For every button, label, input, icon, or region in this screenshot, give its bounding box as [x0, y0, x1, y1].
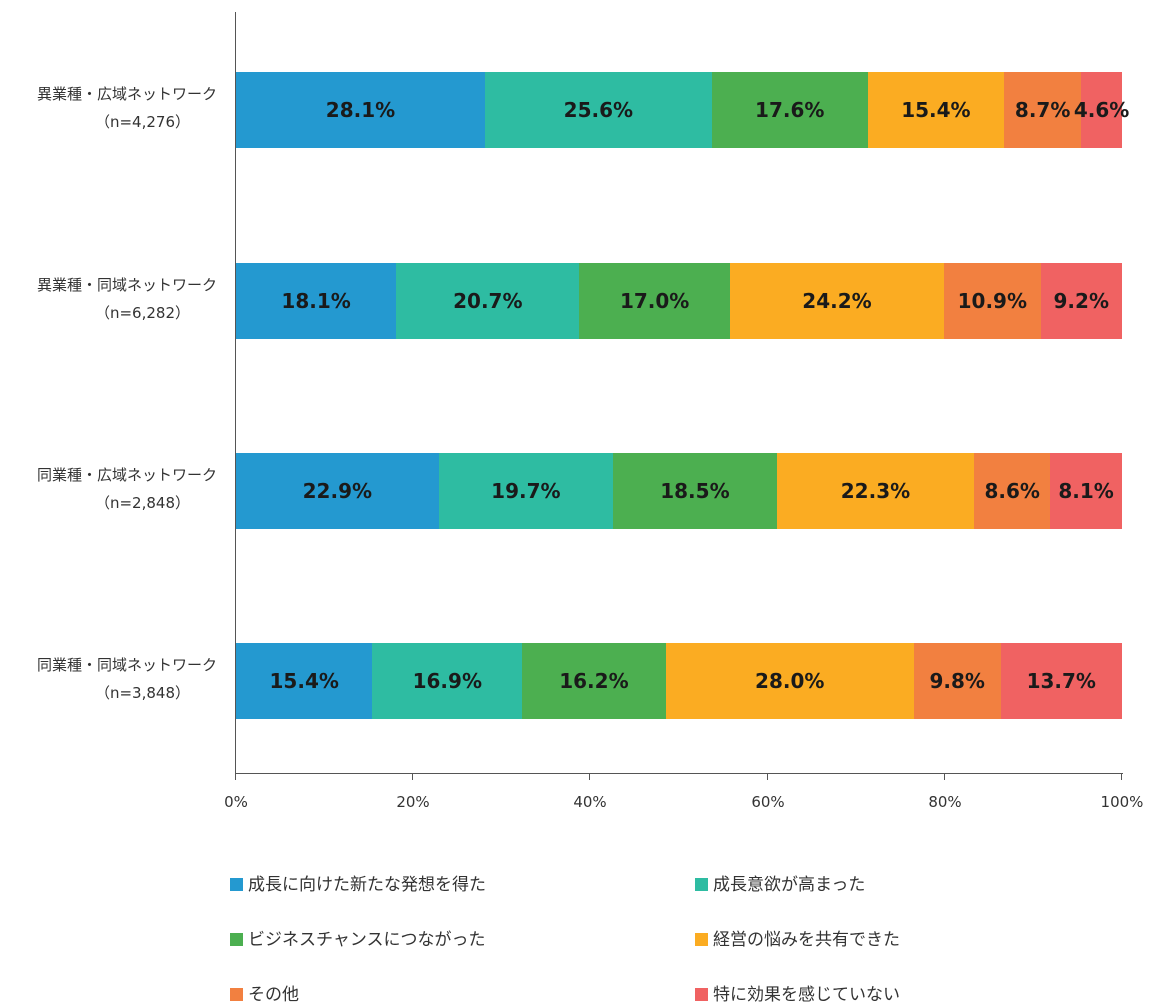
segment-value-label: 25.6%	[563, 98, 634, 122]
x-tick-label: 80%	[928, 793, 962, 811]
bar-segment: 8.7%	[1004, 72, 1082, 148]
segment-value-label: 28.0%	[755, 669, 825, 693]
bar-segment: 8.6%	[974, 453, 1051, 529]
segment-value-label: 24.2%	[802, 289, 872, 313]
bar-segment: 24.2%	[729, 263, 945, 339]
x-tick-label: 0%	[224, 793, 248, 811]
bar-segment: 22.9%	[236, 453, 439, 529]
stacked-bar: 18.1% 20.7% 17.0% 24.2% 10.9% 9.2%	[236, 263, 1122, 339]
category-sample-size: （n=2,848）	[94, 494, 191, 512]
legend-label: 成長に向けた新たな発想を得た	[248, 875, 486, 895]
category-sample-size: （n=6,282）	[94, 304, 191, 322]
x-tick-label: 100%	[1100, 793, 1144, 811]
category-label: 同業種・同域ネットワーク （n=3,848）	[0, 651, 225, 707]
segment-value-label: 8.7%	[1014, 98, 1071, 122]
legend-item: 特に効果を感じていない	[695, 980, 900, 1005]
segment-value-label: 10.9%	[957, 289, 1027, 313]
x-tick	[944, 773, 945, 780]
segment-value-label: 17.6%	[755, 98, 825, 122]
legend-item: 成長に向けた新たな発想を得た	[230, 870, 486, 895]
segment-value-label: 19.7%	[491, 479, 561, 503]
bar-segment: 9.8%	[913, 643, 1001, 719]
segment-value-label: 15.4%	[901, 98, 971, 122]
x-tick	[1121, 773, 1122, 780]
legend-item: 経営の悩みを共有できた	[695, 925, 900, 950]
bar-segment: 20.7%	[396, 263, 580, 339]
category-name: 異業種・同域ネットワーク	[36, 276, 217, 294]
bar-segment: 17.6%	[711, 72, 868, 148]
segment-value-label: 8.1%	[1058, 479, 1114, 503]
segment-value-label: 18.5%	[660, 479, 730, 503]
segment-value-label: 16.2%	[559, 669, 629, 693]
legend-swatch-icon	[695, 877, 708, 891]
segment-value-label: 8.6%	[984, 479, 1040, 503]
category-name: 異業種・広域ネットワーク	[36, 85, 217, 103]
bar-segment: 9.2%	[1040, 263, 1122, 339]
legend-swatch-icon	[230, 932, 243, 946]
category-label: 異業種・広域ネットワーク （n=4,276）	[0, 80, 225, 136]
bar-segment: 16.2%	[522, 643, 666, 719]
stacked-bar: 28.1% 25.6% 17.6% 15.4% 8.7% 4.6%	[236, 72, 1129, 148]
legend-label: 成長意欲が高まった	[713, 875, 866, 895]
category-sample-size: （n=4,276）	[94, 113, 191, 131]
segment-value-label: 22.9%	[302, 479, 373, 503]
legend-label: 経営の悩みを共有できた	[713, 930, 900, 950]
legend-swatch-icon	[230, 987, 243, 1001]
x-tick-label: 60%	[751, 793, 785, 811]
legend-label: ビジネスチャンスにつながった	[248, 930, 486, 950]
x-tick	[589, 773, 590, 780]
bar-segment: 28.0%	[665, 643, 914, 719]
category-label: 同業種・広域ネットワーク （n=2,848）	[0, 461, 225, 517]
stacked-bar: 15.4% 16.9% 16.2% 28.0% 9.8% 13.7%	[236, 643, 1122, 719]
category-label: 異業種・同域ネットワーク （n=6,282）	[0, 271, 225, 327]
x-axis-line	[235, 773, 1123, 774]
segment-value-label: 28.1%	[325, 98, 396, 122]
legend-label: 特に効果を感じていない	[713, 985, 900, 1005]
bar-segment: 17.0%	[579, 263, 730, 339]
segment-value-label: 9.2%	[1053, 289, 1109, 313]
legend-swatch-icon	[230, 877, 243, 891]
legend-item: 成長意欲が高まった	[695, 870, 865, 895]
x-tick-label: 20%	[396, 793, 430, 811]
segment-value-label: 22.3%	[840, 479, 911, 503]
segment-value-label: 16.9%	[412, 669, 482, 693]
bar-segment: 19.7%	[438, 453, 614, 529]
x-tick	[767, 773, 768, 780]
bar-segment: 22.3%	[776, 453, 975, 529]
x-tick	[412, 773, 413, 780]
segment-value-label: 13.7%	[1026, 669, 1096, 693]
bar-segment: 16.9%	[372, 643, 523, 719]
bar-segment: 15.4%	[867, 72, 1005, 148]
segment-value-label: 20.7%	[453, 289, 523, 313]
bar-segment: 18.5%	[613, 453, 777, 529]
legend-item: その他	[230, 980, 299, 1005]
stacked-bar: 22.9% 19.7% 18.5% 22.3% 8.6% 8.1%	[236, 453, 1122, 529]
category-sample-size: （n=3,848）	[94, 684, 191, 702]
segment-value-label: 17.0%	[619, 289, 690, 313]
segment-value-label: 9.8%	[929, 669, 985, 693]
legend-swatch-icon	[695, 932, 708, 946]
bar-segment: 10.9%	[944, 263, 1041, 339]
category-name: 同業種・同域ネットワーク	[36, 656, 217, 674]
category-name: 同業種・広域ネットワーク	[36, 466, 217, 484]
x-tick-label: 40%	[573, 793, 607, 811]
bar-segment: 28.1%	[236, 72, 485, 148]
segment-value-label: 18.1%	[281, 289, 351, 313]
bar-segment: 13.7%	[1000, 643, 1122, 719]
x-tick	[235, 773, 236, 780]
legend-swatch-icon	[695, 987, 708, 1001]
legend-item: ビジネスチャンスにつながった	[230, 925, 486, 950]
legend-label: その他	[248, 985, 299, 1005]
bar-segment: 15.4%	[236, 643, 373, 719]
bar-segment: 18.1%	[236, 263, 397, 339]
bar-segment: 4.6%	[1074, 72, 1129, 148]
bar-segment: 25.6%	[484, 72, 712, 148]
y-axis-line	[235, 12, 236, 774]
bar-segment: 8.1%	[1050, 453, 1122, 529]
segment-value-label: 4.6%	[1073, 98, 1130, 122]
segment-value-label: 15.4%	[269, 669, 339, 693]
